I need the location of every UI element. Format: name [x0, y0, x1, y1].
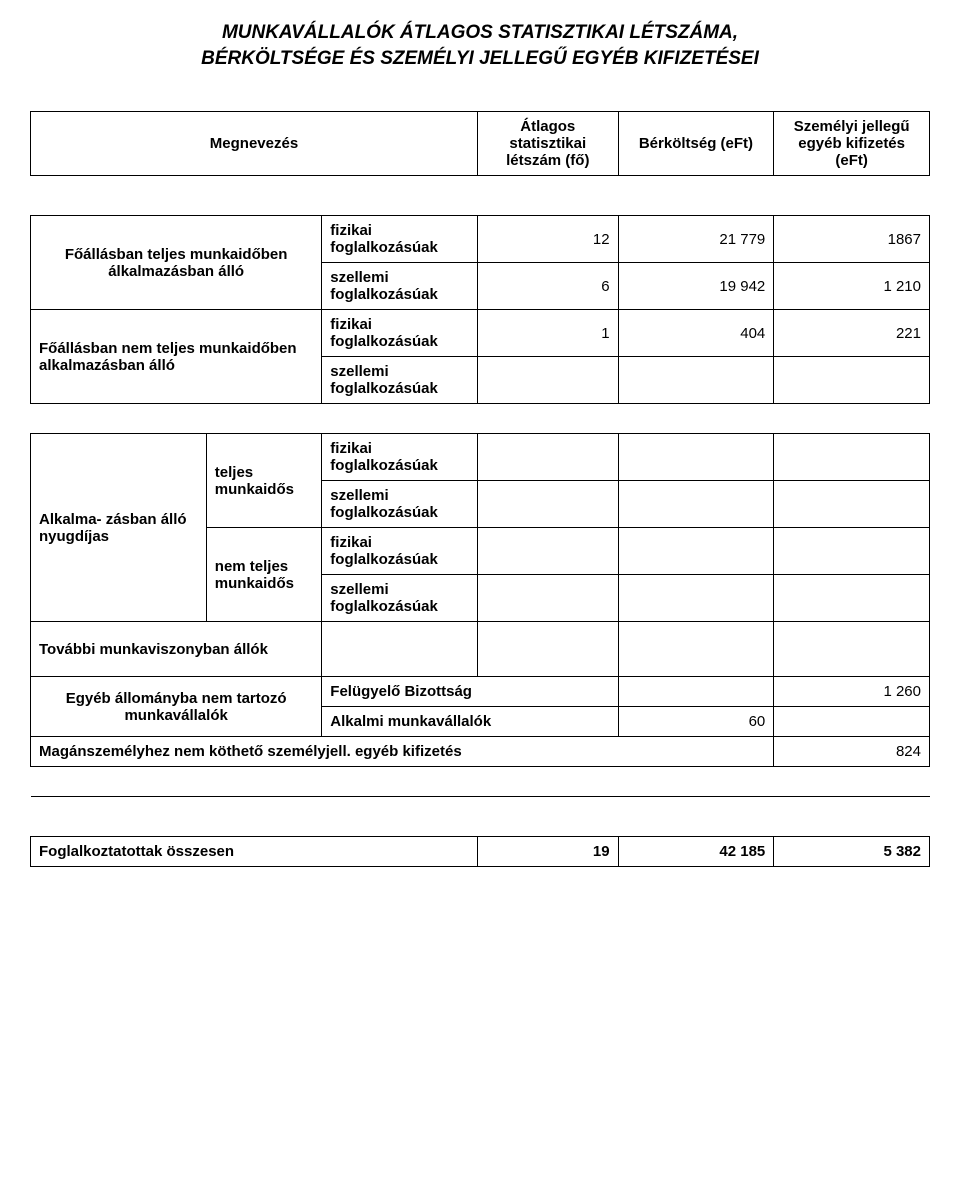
table-row: Főállásban nem teljes munkaidőben alkalm… — [31, 310, 930, 357]
cell-empty — [774, 575, 930, 622]
cell-supervisory: Felügyelő Bizottság — [322, 677, 618, 707]
row-label-ft-full: Főállásban teljes munkaidőben álkalmazás… — [31, 216, 322, 310]
cell-value: 21 779 — [618, 216, 774, 263]
cell-empty — [477, 481, 618, 528]
cell-mental: szellemi foglalkozásúak — [322, 481, 478, 528]
cell-empty — [774, 434, 930, 481]
cell-value: 221 — [774, 310, 930, 357]
cell-empty — [618, 677, 774, 707]
cell-physical: fizikai foglalkozásúak — [322, 216, 478, 263]
cell-empty — [477, 622, 618, 677]
cell-physical: fizikai foglalkozásúak — [322, 310, 478, 357]
cell-full-time: teljes munkaidős — [206, 434, 322, 528]
cell-empty — [477, 357, 618, 404]
header-cost: Bérköltség (eFt) — [618, 112, 774, 176]
cell-empty — [618, 528, 774, 575]
cell-total: 19 — [477, 837, 618, 867]
cell-value: 1 260 — [774, 677, 930, 707]
table-row: Alkalma- zásban álló nyugdíjas teljes mu… — [31, 434, 930, 481]
cell-empty — [774, 481, 930, 528]
gap-row — [31, 404, 930, 434]
row-label-other-employment: További munkaviszonyban állók — [31, 622, 322, 677]
gap-row — [31, 176, 930, 216]
cell-total: 5 382 — [774, 837, 930, 867]
gap-row — [31, 797, 930, 837]
totals-row: Foglalkoztatottak összesen 19 42 185 5 3… — [31, 837, 930, 867]
cell-value: 1 — [477, 310, 618, 357]
cell-value: 12 — [477, 216, 618, 263]
cell-mental: szellemi foglalkozásúak — [322, 575, 478, 622]
cell-value: 1867 — [774, 216, 930, 263]
cell-mental: szellemi foglalkozásúak — [322, 263, 478, 310]
table-row: További munkaviszonyban állók — [31, 622, 930, 677]
header-other: Személyi jellegű egyéb kifizetés (eFt) — [774, 112, 930, 176]
title-line-1: MUNKAVÁLLALÓK ÁTLAGOS STATISZTIKAI LÉTSZ… — [222, 22, 738, 43]
cell-empty — [618, 622, 774, 677]
cell-value: 60 — [618, 707, 774, 737]
table-row: Magánszemélyhez nem köthető személyjell.… — [31, 737, 930, 767]
cell-physical: fizikai foglalkozásúak — [322, 434, 478, 481]
header-row: Megnevezés Átlagos statisztikai létszám … — [31, 112, 930, 176]
cell-empty — [774, 622, 930, 677]
gap-row — [31, 767, 930, 797]
cell-empty — [477, 575, 618, 622]
row-label-total: Foglalkoztatottak összesen — [31, 837, 478, 867]
cell-empty — [618, 481, 774, 528]
cell-value: 1 210 — [774, 263, 930, 310]
row-label-ft-part: Főállásban nem teljes munkaidőben alkalm… — [31, 310, 322, 404]
cell-empty — [477, 528, 618, 575]
table-row: Főállásban teljes munkaidőben álkalmazás… — [31, 216, 930, 263]
main-table: Megnevezés Átlagos statisztikai létszám … — [30, 111, 930, 867]
table-row: Egyéb állományba nem tartozó munkavállal… — [31, 677, 930, 707]
cell-empty — [618, 357, 774, 404]
cell-empty — [774, 357, 930, 404]
cell-total: 42 185 — [618, 837, 774, 867]
cell-physical: fizikai foglalkozásúak — [322, 528, 478, 575]
row-label-non-staff: Egyéb állományba nem tartozó munkavállal… — [31, 677, 322, 737]
cell-empty — [774, 707, 930, 737]
header-count: Átlagos statisztikai létszám (fő) — [477, 112, 618, 176]
cell-value: 6 — [477, 263, 618, 310]
cell-empty — [618, 575, 774, 622]
cell-mental: szellemi foglalkozásúak — [322, 357, 478, 404]
cell-empty — [322, 622, 478, 677]
row-label-retired: Alkalma- zásban álló nyugdíjas — [31, 434, 207, 622]
page-title: MUNKAVÁLLALÓK ÁTLAGOS STATISZTIKAI LÉTSZ… — [30, 20, 930, 71]
cell-value: 824 — [774, 737, 930, 767]
header-name: Megnevezés — [31, 112, 478, 176]
cell-value: 19 942 — [618, 263, 774, 310]
cell-part-time: nem teljes munkaidős — [206, 528, 322, 622]
cell-empty — [477, 434, 618, 481]
title-line-2: BÉRKÖLTSÉGE ÉS SZEMÉLYI JELLEGŰ EGYÉB KI… — [201, 48, 759, 69]
cell-casual: Alkalmi munkavállalók — [322, 707, 618, 737]
cell-empty — [774, 528, 930, 575]
cell-empty — [618, 434, 774, 481]
row-label-non-personal: Magánszemélyhez nem köthető személyjell.… — [31, 737, 774, 767]
cell-value: 404 — [618, 310, 774, 357]
